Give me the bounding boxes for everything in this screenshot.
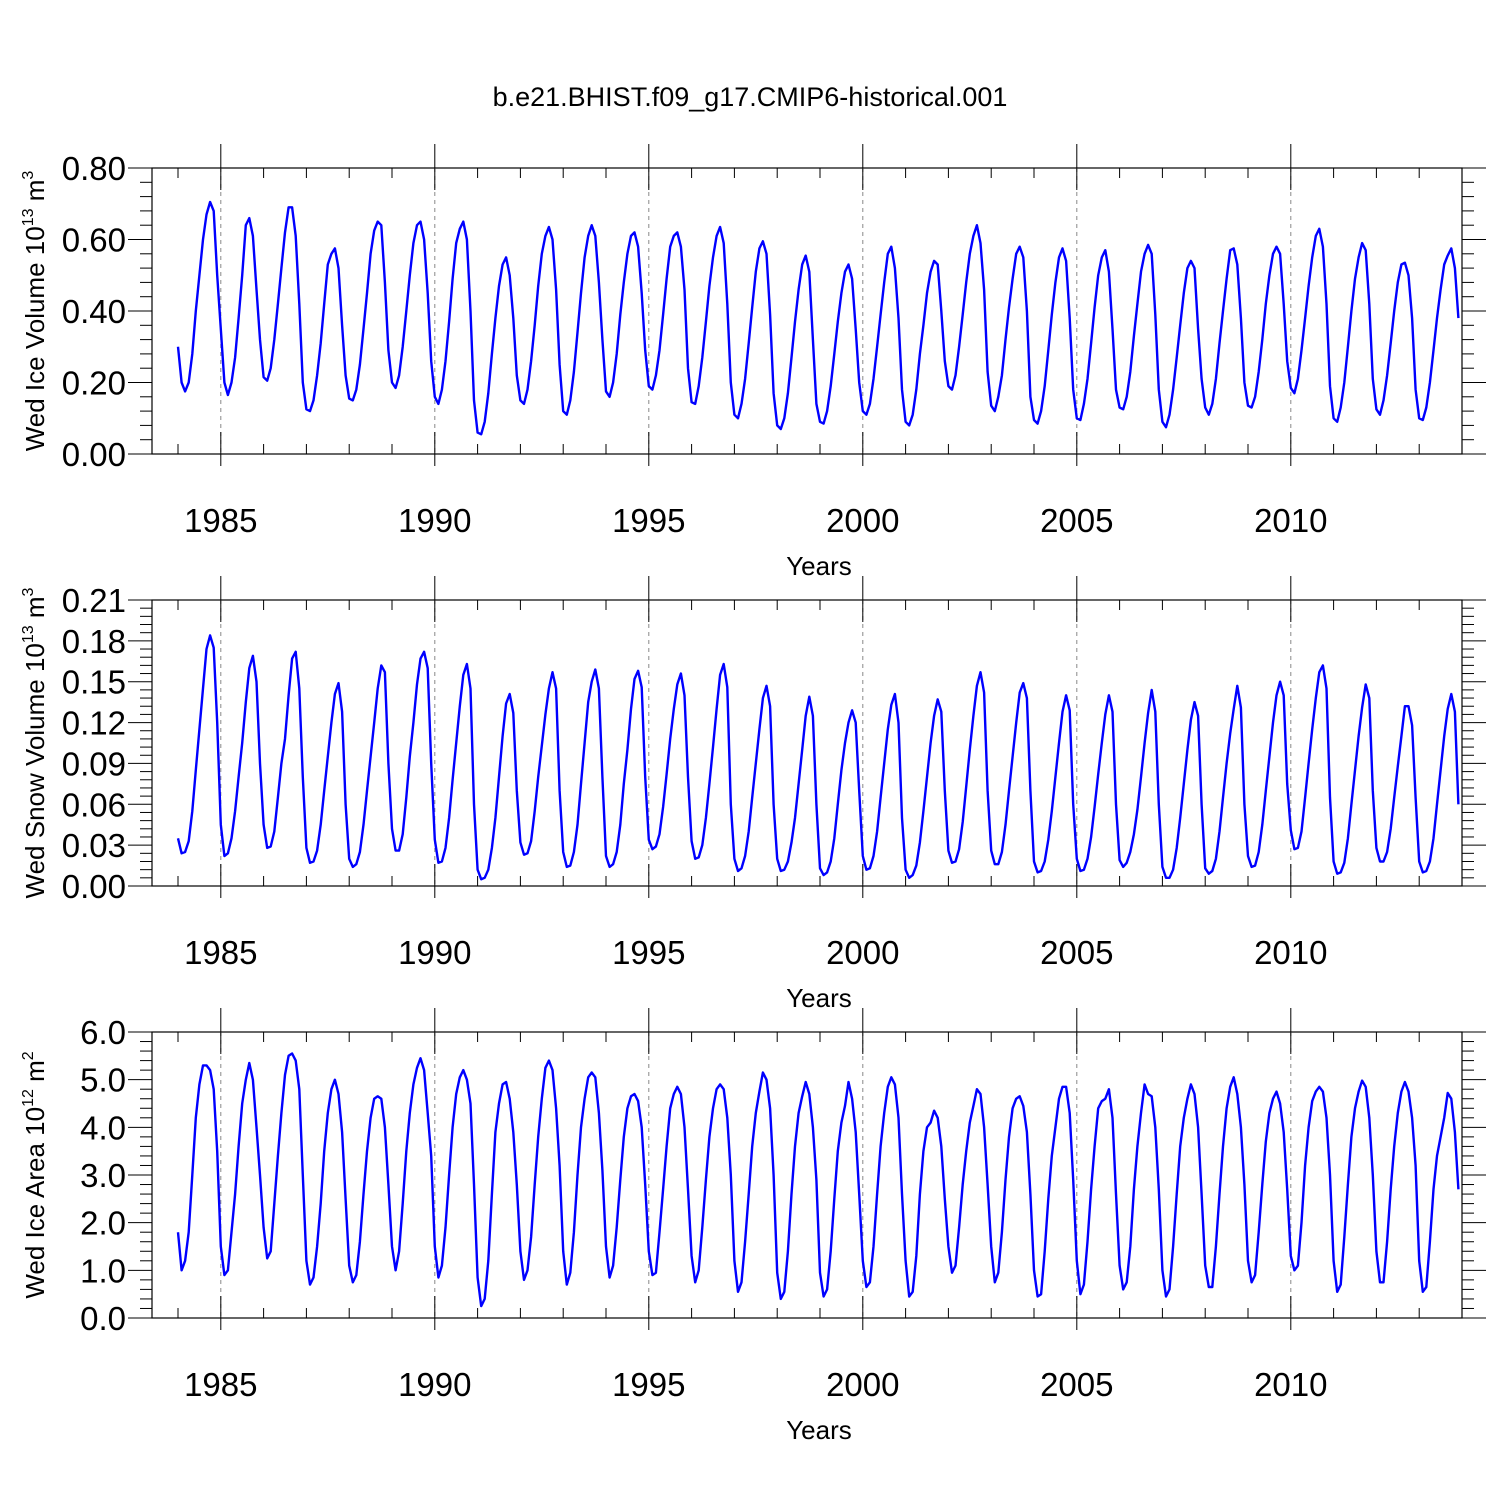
y-tick-label: 5.0 <box>80 1062 126 1099</box>
y-tick-label: 1.0 <box>80 1252 126 1289</box>
y-tick-label: 0.03 <box>62 827 126 864</box>
x-tick-label: 1990 <box>398 502 471 539</box>
y-tick-label: 0.20 <box>62 365 126 402</box>
x-tick-label: 2000 <box>826 1366 899 1403</box>
y-axis-title-part: m <box>20 180 50 209</box>
y-tick-label: 6.0 <box>80 1014 126 1051</box>
y-axis-title-part: Wed Snow Volume 10 <box>20 643 50 898</box>
y-tick-label: 0.00 <box>62 868 126 905</box>
series-line <box>176 634 1460 881</box>
x-tick-label: 1985 <box>184 502 257 539</box>
x-tick-label: 1985 <box>184 934 257 971</box>
x-tick-label: 2010 <box>1254 934 1327 971</box>
x-axis-title: Years <box>786 551 852 581</box>
series-line <box>176 200 1460 436</box>
panel-ice-area: 0.0 1.0 2.0 3.0 4.0 5.0 6.0 1985 1990 1995 2000 200… <box>20 1008 1486 1445</box>
y-axis-title-part: Wed Ice Volume 10 <box>20 226 50 451</box>
x-tick-label: 2010 <box>1254 502 1327 539</box>
x-tick-label: 1995 <box>612 502 685 539</box>
x-tick-label: 2005 <box>1040 502 1113 539</box>
y-axis-title-superscript: 3 <box>20 171 37 180</box>
x-tick-label: 2000 <box>826 502 899 539</box>
y-axis-title-superscript: 13 <box>20 208 37 226</box>
series-line <box>176 1052 1460 1308</box>
y-axis-title-part: m <box>20 596 50 625</box>
plot-frame <box>151 599 1463 887</box>
x-tick-label: 1990 <box>398 1366 471 1403</box>
y-axis-title: Wed Ice Area 1012 m2 <box>20 1051 50 1298</box>
x-tick-label: 2000 <box>826 934 899 971</box>
x-tick-label: 1995 <box>612 1366 685 1403</box>
y-axis-title-superscript: 13 <box>20 625 37 643</box>
y-tick-label: 0.40 <box>62 293 126 330</box>
panel-snow-volume: 0.00 0.03 0.06 0.090.12 0.15 0.18 0.21 1985 1990… <box>20 576 1486 1013</box>
y-axis-title-superscript: 3 <box>20 587 37 596</box>
y-tick-label: 0.12 <box>62 705 126 742</box>
main-title: b.e21.BHIST.f09_g17.CMIP6-historical.001 <box>493 82 1008 112</box>
y-axis-title-superscript: 2 <box>20 1051 37 1060</box>
y-tick-label: 3.0 <box>80 1157 126 1194</box>
y-tick-label: 0.21 <box>62 582 126 619</box>
panel-ice-volume: 0.00 0.20 0.40 0.60 0.80 1985 1990 1995 2000 2005… <box>20 144 1486 581</box>
y-axis-title-superscript: 12 <box>20 1089 37 1107</box>
y-axis-title-part: m <box>20 1060 50 1089</box>
y-tick-label: 0.18 <box>62 623 126 660</box>
y-tick-label: 0.06 <box>62 786 126 823</box>
y-axis-title: Wed Ice Volume 1013 m3 <box>20 171 50 452</box>
y-axis-title-part: Wed Ice Area 10 <box>20 1107 50 1299</box>
x-tick-label: 2005 <box>1040 1366 1113 1403</box>
x-tick-label: 2005 <box>1040 934 1113 971</box>
x-axis-title: Years <box>786 983 852 1013</box>
x-tick-label: 1990 <box>398 934 471 971</box>
plot-frame <box>151 1031 1463 1319</box>
x-axis-title: Years <box>786 1415 852 1445</box>
x-tick-label: 1985 <box>184 1366 257 1403</box>
x-tick-label: 2010 <box>1254 1366 1327 1403</box>
y-tick-label: 4.0 <box>80 1109 126 1146</box>
y-tick-label: 0.80 <box>62 150 126 187</box>
y-axis-title: Wed Snow Volume 1013 m3 <box>20 587 50 898</box>
y-tick-label: 0.60 <box>62 222 126 259</box>
y-tick-label: 0.0 <box>80 1300 126 1337</box>
y-tick-label: 0.00 <box>62 436 126 473</box>
y-tick-label: 2.0 <box>80 1205 126 1242</box>
y-tick-label: 0.15 <box>62 664 126 701</box>
y-tick-label: 0.09 <box>62 745 126 782</box>
x-tick-label: 1995 <box>612 934 685 971</box>
